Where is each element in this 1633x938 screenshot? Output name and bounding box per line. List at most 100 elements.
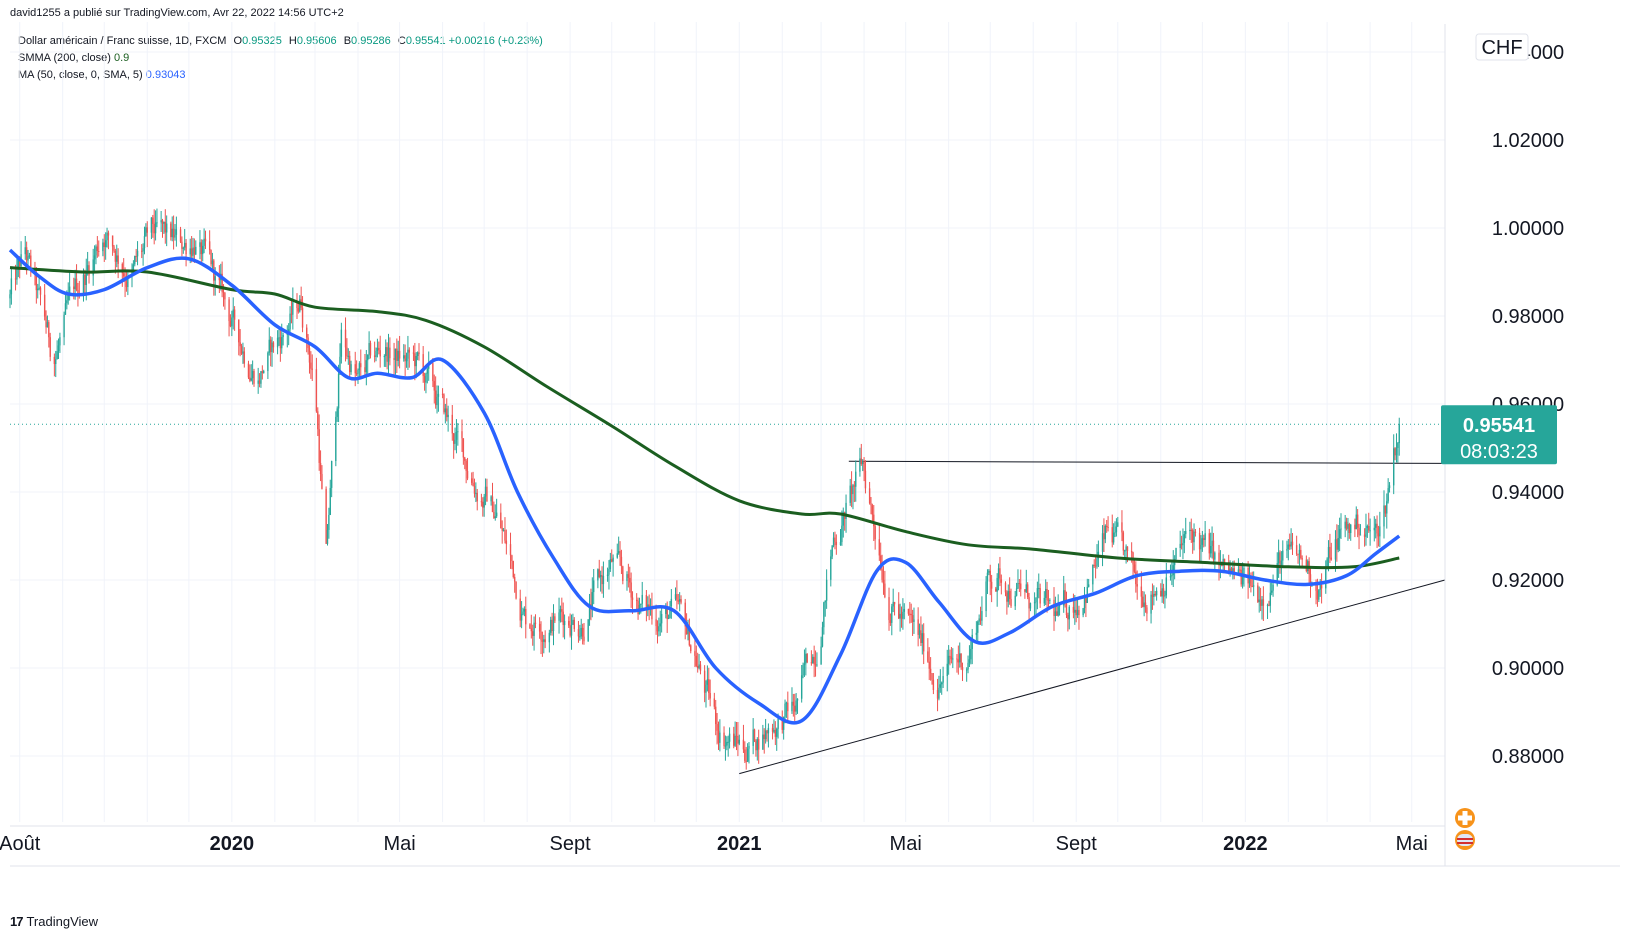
candle-body — [505, 540, 508, 545]
candle-body — [899, 613, 901, 619]
candle-body — [659, 623, 661, 627]
candle-body — [88, 265, 90, 276]
candle-body — [1200, 544, 1202, 550]
candle-body — [550, 619, 552, 633]
candle-body — [98, 250, 100, 252]
legend-smma-row[interactable]: SMMA (200, close) 0.9 — [18, 50, 543, 67]
y-tick-label: 1.02000 — [1492, 130, 1564, 152]
candle-body — [1000, 579, 1003, 583]
candle-body — [301, 307, 304, 328]
candle-body — [1121, 522, 1123, 533]
legend-ma-value: 0.93043 — [145, 69, 186, 81]
candle-body — [929, 668, 932, 674]
candle-body — [752, 729, 754, 746]
candle-body — [989, 570, 991, 582]
candle-body — [495, 512, 498, 517]
currency-badge — [1475, 33, 1529, 61]
candle-body — [635, 599, 638, 601]
candle-body — [938, 687, 940, 699]
candle-body — [398, 350, 401, 359]
candle-body — [530, 628, 533, 632]
candle-body — [728, 733, 731, 742]
candle-body — [1209, 545, 1212, 554]
candle-body — [111, 235, 114, 247]
candle-body — [1164, 595, 1166, 597]
candle-body — [891, 606, 893, 623]
candle-body — [1107, 526, 1109, 528]
candle-body — [261, 371, 264, 373]
candle-body — [1136, 584, 1138, 587]
candle-body — [803, 663, 806, 666]
currency-label: CHF — [1481, 37, 1522, 59]
candle-body — [1183, 534, 1186, 543]
candle-body — [432, 363, 434, 382]
candle-body — [27, 256, 29, 261]
candle-body — [558, 612, 560, 621]
candle-body — [665, 607, 667, 614]
candle-body — [999, 568, 1001, 580]
candle-body — [745, 760, 747, 762]
candle-body — [504, 530, 506, 541]
candle-body — [43, 294, 46, 317]
candle-body — [805, 653, 807, 664]
candle-body — [698, 664, 700, 669]
candle-body — [764, 730, 767, 740]
last-price-tag — [1441, 405, 1557, 465]
legend-symbol-row[interactable]: Dollar américain / Franc suisse, 1D, FXC… — [18, 33, 543, 50]
candle-body — [888, 597, 890, 621]
candle-body — [174, 234, 176, 238]
candle-body — [810, 662, 813, 664]
candle-body — [437, 393, 440, 397]
candle-body — [1366, 526, 1369, 529]
candle-body — [1393, 448, 1395, 486]
candle-body — [457, 431, 459, 433]
candle-body — [369, 343, 372, 356]
candle-body — [1212, 540, 1215, 560]
candle-body — [911, 615, 914, 622]
candle-body — [617, 551, 620, 554]
tradingview-footer[interactable]: 17 TradingView — [10, 914, 98, 929]
candle-body — [880, 555, 882, 570]
candle-body — [152, 217, 154, 224]
candle-body — [258, 380, 261, 384]
candle-body — [328, 514, 330, 530]
candle-body — [766, 730, 768, 734]
candle-body — [773, 729, 775, 732]
candle-body — [426, 368, 429, 374]
indicator-layer — [8, 248, 1401, 725]
annotation-layer — [10, 423, 1446, 775]
candle-body — [563, 620, 566, 626]
candle-body — [666, 607, 668, 620]
legend-ma-row[interactable]: MA (50, close, 0, SMA, 5) 0.93043 — [18, 67, 543, 84]
candle-body — [443, 394, 445, 413]
candle-body — [476, 492, 478, 502]
candle-body — [480, 501, 483, 503]
candle-body — [878, 539, 881, 556]
candle-body — [347, 355, 349, 357]
x-tick-label: 2021 — [717, 833, 762, 855]
candle-body — [1194, 531, 1197, 533]
candle-body — [1258, 599, 1260, 602]
candle-body — [127, 276, 129, 288]
candle-body — [910, 613, 912, 616]
candle-body — [1047, 599, 1050, 601]
candle-body — [1125, 546, 1127, 551]
candle-body — [1189, 529, 1191, 532]
candle-body — [538, 623, 541, 632]
candle-body — [860, 458, 862, 465]
candle-body — [853, 485, 856, 487]
candle-body — [703, 670, 706, 693]
candle-body — [917, 619, 919, 635]
candle-body — [1248, 575, 1251, 584]
candle-body — [525, 608, 527, 625]
candle-body — [1114, 532, 1116, 534]
candle-body — [1377, 533, 1380, 537]
candle-body — [1334, 539, 1337, 560]
candle-body — [1348, 524, 1351, 534]
candle-body — [1326, 558, 1328, 568]
candle-body — [1368, 526, 1370, 531]
candle-body — [1072, 606, 1075, 613]
candle-body — [200, 242, 203, 255]
candle-body — [183, 242, 186, 248]
